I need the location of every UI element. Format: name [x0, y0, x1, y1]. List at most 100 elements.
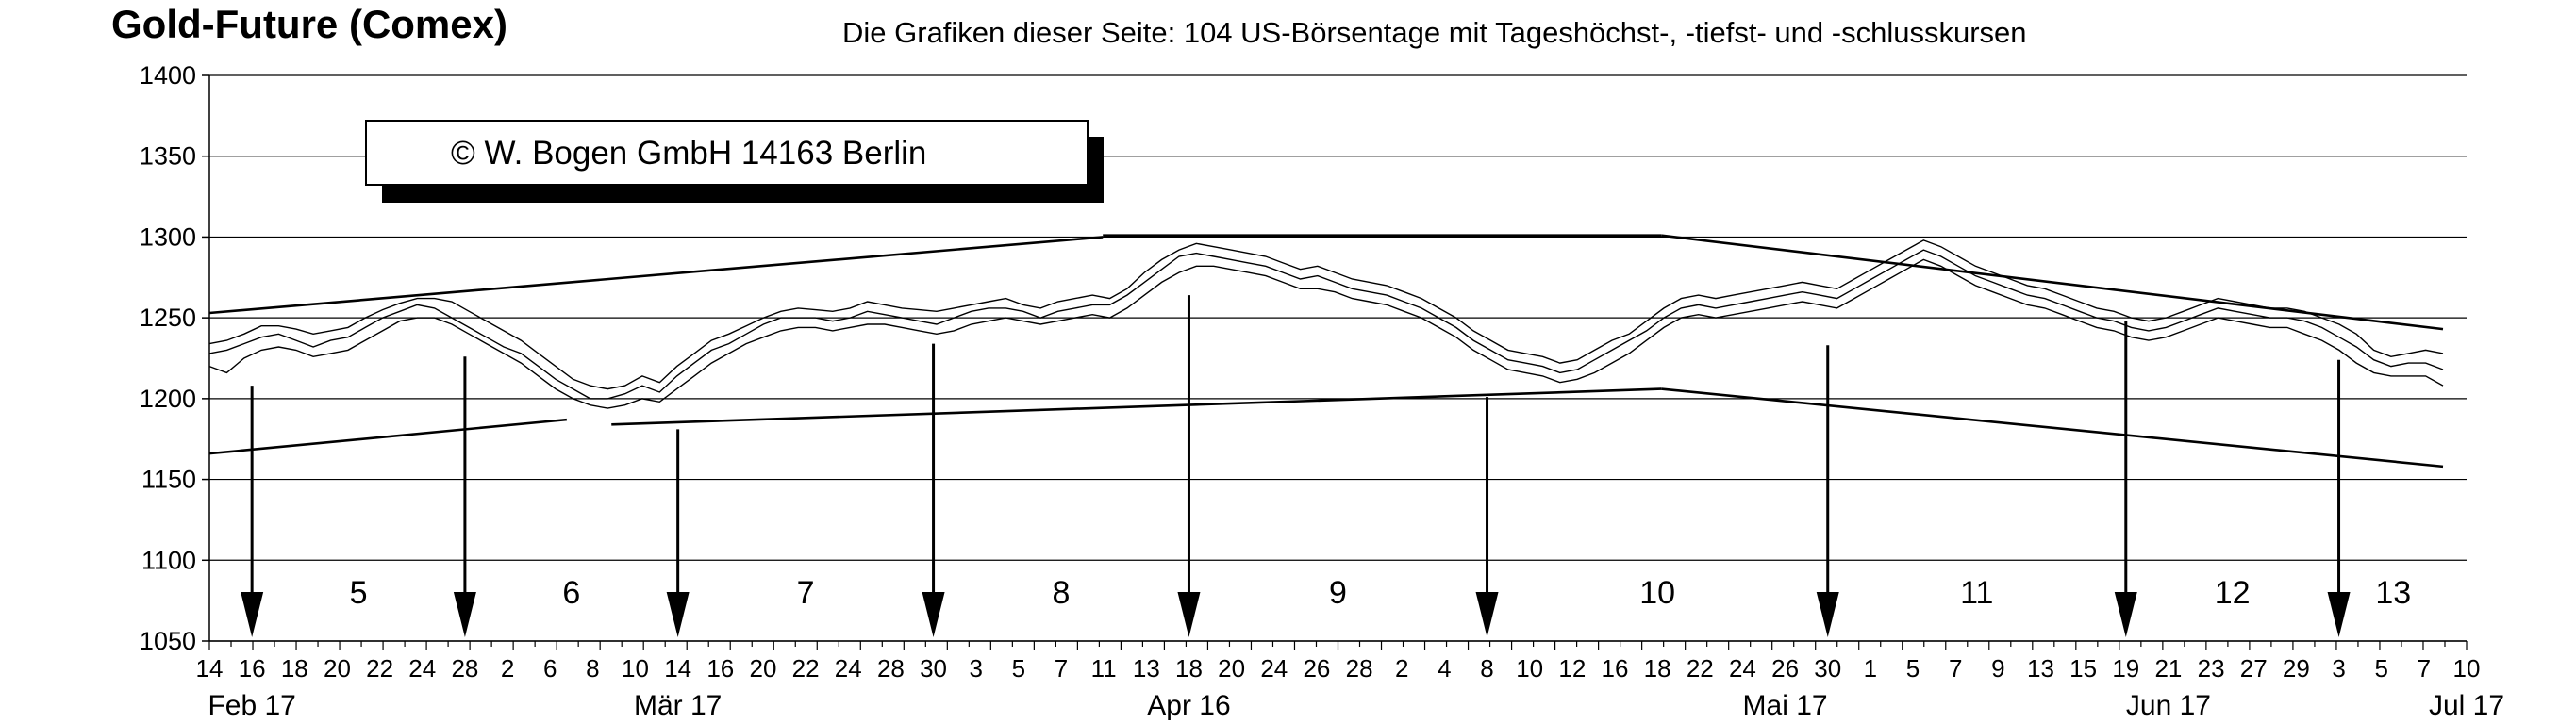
period-label: 12	[2215, 575, 2251, 611]
x-month-label: Jun 17	[2126, 690, 2211, 721]
y-tick-label: 1300	[140, 222, 196, 251]
x-month-label: Mai 17	[1743, 690, 1828, 721]
x-tick-label: 23	[2198, 654, 2225, 683]
x-tick-label: 22	[792, 654, 820, 683]
x-tick-label: 3	[2332, 654, 2345, 683]
trend-line	[1661, 234, 2444, 331]
x-tick-label: 7	[2418, 654, 2431, 683]
x-tick-label: 16	[1602, 654, 1629, 683]
period-label: 13	[2375, 575, 2411, 611]
series-low-line	[208, 258, 2444, 409]
x-tick-label: 18	[281, 654, 308, 683]
x-tick-label: 28	[451, 654, 478, 683]
period-label: 5	[350, 575, 368, 611]
x-tick-label: 20	[1218, 654, 1245, 683]
x-tick-label: 11	[1091, 654, 1117, 683]
x-tick-label: 30	[1814, 654, 1841, 683]
period-arrow-head	[666, 592, 690, 637]
trend-lines	[208, 234, 2444, 469]
x-tick-label: 22	[1687, 654, 1714, 683]
copyright-frame	[365, 120, 1089, 186]
x-tick-label: 18	[1175, 654, 1203, 683]
chart-subtitle: Die Grafiken dieser Seite: 104 US-Börsen…	[842, 16, 2027, 49]
x-tick-label: 3	[969, 654, 982, 683]
x-tick-label: 28	[1346, 654, 1373, 683]
x-tick-label: 27	[2240, 654, 2268, 683]
x-tick-label: 24	[1729, 654, 1756, 683]
copyright-text: © W. Bogen GmbH 14163 Berlin	[451, 135, 926, 172]
copyright-box: © W. Bogen GmbH 14163 Berlin	[365, 120, 1104, 203]
x-tick-label: 4	[1438, 654, 1451, 683]
period-arrow-head	[922, 592, 945, 637]
period-arrow-head	[241, 592, 264, 637]
period-label: 9	[1329, 575, 1347, 611]
x-tick-label: 10	[1516, 654, 1543, 683]
x-tick-label: 5	[2374, 654, 2387, 683]
x-tick-label: 19	[2112, 654, 2139, 683]
x-tick-label: 20	[324, 654, 351, 683]
trend-line	[611, 387, 1662, 426]
x-tick-label: 7	[1949, 654, 1962, 683]
x-tick-label: 12	[1558, 654, 1586, 683]
x-tick-label: 2	[1395, 654, 1408, 683]
x-tick-label: 24	[835, 654, 862, 683]
period-arrows	[241, 295, 2351, 637]
period-label: 11	[1960, 575, 1993, 611]
x-tick-label: 13	[1133, 654, 1160, 683]
period-labels: 5 6 7 8 9 10 11 12 13	[350, 575, 2412, 611]
x-tick-label: 2	[501, 654, 514, 683]
period-arrow-head	[2327, 592, 2351, 637]
x-tick-label: 13	[2027, 654, 2054, 683]
x-tick-label: 16	[706, 654, 734, 683]
y-tick-label: 1350	[140, 142, 196, 171]
x-tick-label: 5	[1012, 654, 1025, 683]
x-tick-label: 22	[366, 654, 393, 683]
x-tick-label: 18	[1644, 654, 1671, 683]
price-series	[208, 239, 2444, 409]
x-tick-label: 26	[1771, 654, 1799, 683]
y-tick-label: 1150	[141, 466, 196, 494]
x-tick-label: 10	[2453, 654, 2481, 683]
y-tick-label: 1200	[140, 385, 196, 413]
series-close-line	[208, 249, 2444, 400]
x-tick-label: 28	[877, 654, 905, 683]
y-axis-ticks: 1050 1100 1150 1200 1250 1300 1350 1400	[140, 61, 210, 655]
x-tick-label: 10	[622, 654, 649, 683]
x-tick-label: 24	[408, 654, 436, 683]
series-high-line	[208, 239, 2444, 390]
period-label: 6	[562, 575, 580, 611]
trend-line	[208, 236, 1104, 315]
period-label: 7	[797, 575, 815, 611]
period-arrow-head	[1177, 592, 1201, 637]
period-arrow-head	[1475, 592, 1499, 637]
x-tick-label: 15	[2069, 654, 2097, 683]
period-arrow-head	[2114, 592, 2137, 637]
x-tick-label: 7	[1055, 654, 1068, 683]
x-tick-label: 26	[1303, 654, 1330, 683]
x-axis: 14 16 18 20 22 24 28 2 6 8 10 14 16 20 22 24 28 30 3 5 7 11 13…	[196, 640, 2504, 721]
trend-line	[208, 418, 568, 455]
x-tick-label: 9	[1991, 654, 2004, 683]
x-month-label: Jul 17	[2429, 690, 2504, 721]
x-tick-label: 20	[750, 654, 777, 683]
period-label: 8	[1053, 575, 1071, 611]
period-arrow-head	[1816, 592, 1839, 637]
x-tick-label: 6	[543, 654, 557, 683]
y-tick-label: 1250	[140, 304, 196, 332]
x-tick-label: 1	[1864, 654, 1877, 683]
x-tick-label: 5	[1906, 654, 1920, 683]
x-tick-label: 16	[239, 654, 266, 683]
y-tick-label: 1100	[141, 546, 196, 574]
x-tick-label: 24	[1260, 654, 1288, 683]
x-month-label: Apr 16	[1147, 690, 1230, 721]
x-tick-label: 14	[196, 654, 224, 683]
period-arrow-head	[453, 592, 476, 637]
x-tick-label: 8	[1480, 654, 1493, 683]
trend-line	[1661, 387, 2444, 469]
period-label: 10	[1639, 575, 1675, 611]
y-tick-label: 1400	[140, 61, 196, 90]
chart-title: Gold-Future (Comex)	[111, 2, 507, 46]
y-tick-label: 1050	[140, 627, 196, 655]
x-month-label: Feb 17	[208, 690, 295, 721]
